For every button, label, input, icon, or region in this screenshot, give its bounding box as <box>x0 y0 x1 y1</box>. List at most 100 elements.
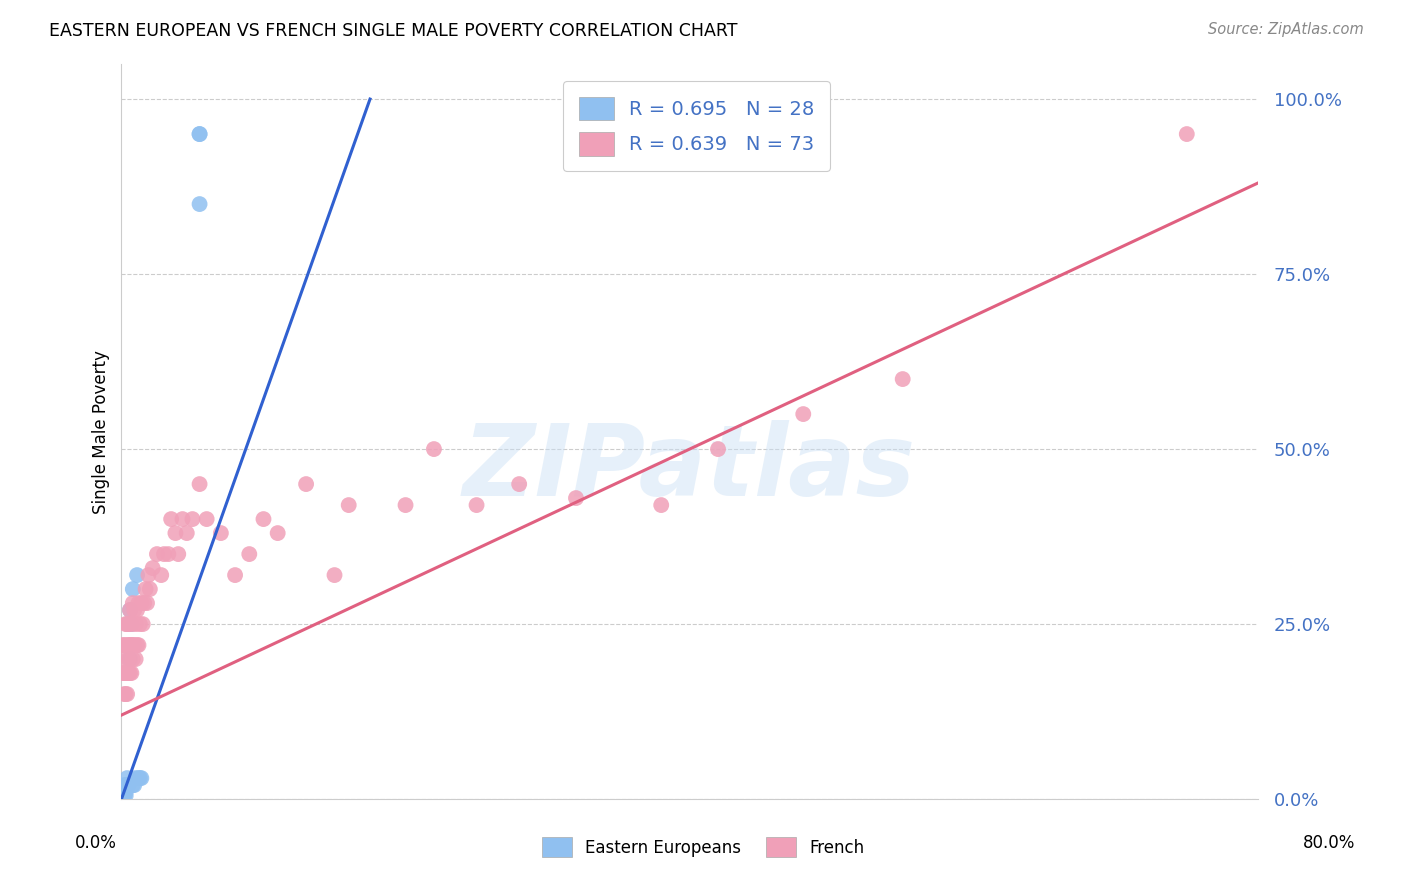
Point <box>111 638 134 652</box>
Point <box>115 617 138 632</box>
Point <box>157 547 180 561</box>
Point <box>565 491 588 505</box>
Point <box>115 638 138 652</box>
Point <box>121 638 143 652</box>
Point <box>115 771 138 785</box>
Point <box>188 127 211 141</box>
Point <box>131 771 153 785</box>
Point <box>707 442 730 456</box>
Point <box>111 666 134 681</box>
Point <box>121 778 143 792</box>
Point <box>181 512 204 526</box>
Point <box>122 638 145 652</box>
Point <box>114 666 136 681</box>
Point <box>122 778 145 792</box>
Point <box>134 596 156 610</box>
Point <box>150 568 173 582</box>
Point <box>120 617 142 632</box>
Point <box>112 781 135 796</box>
Point <box>132 617 155 632</box>
Point <box>111 781 134 796</box>
Point <box>153 547 176 561</box>
Text: 80.0%: 80.0% <box>1302 834 1355 852</box>
Point <box>114 789 136 803</box>
Point <box>465 498 488 512</box>
Point <box>118 638 141 652</box>
Point <box>112 778 135 792</box>
Point <box>295 477 318 491</box>
Point <box>117 652 139 666</box>
Point <box>124 617 146 632</box>
Point <box>323 568 346 582</box>
Point <box>124 771 146 785</box>
Point <box>125 603 148 617</box>
Point <box>114 778 136 792</box>
Point <box>127 638 149 652</box>
Point <box>224 568 246 582</box>
Point <box>127 596 149 610</box>
Point <box>394 498 416 512</box>
Point <box>111 789 134 803</box>
Text: Source: ZipAtlas.com: Source: ZipAtlas.com <box>1208 22 1364 37</box>
Point <box>112 638 135 652</box>
Point <box>165 526 187 541</box>
Legend: Eastern Europeans, French: Eastern Europeans, French <box>533 829 873 866</box>
Point <box>122 603 145 617</box>
Point <box>792 407 814 421</box>
Point <box>114 617 136 632</box>
Point <box>142 561 165 575</box>
Point <box>188 127 211 141</box>
Point <box>124 652 146 666</box>
Point <box>423 442 446 456</box>
Point <box>115 687 138 701</box>
Point <box>127 771 149 785</box>
Point <box>115 778 138 792</box>
Text: EASTERN EUROPEAN VS FRENCH SINGLE MALE POVERTY CORRELATION CHART: EASTERN EUROPEAN VS FRENCH SINGLE MALE P… <box>49 22 738 40</box>
Point <box>111 785 134 799</box>
Point <box>160 512 183 526</box>
Point <box>120 617 142 632</box>
Point <box>114 785 136 799</box>
Point <box>117 778 139 792</box>
Point <box>129 771 152 785</box>
Point <box>195 512 218 526</box>
Text: 0.0%: 0.0% <box>75 834 117 852</box>
Point <box>267 526 290 541</box>
Point <box>118 652 141 666</box>
Point <box>118 666 141 681</box>
Point <box>120 666 142 681</box>
Point <box>112 687 135 701</box>
Point <box>146 547 169 561</box>
Point <box>117 617 139 632</box>
Point <box>238 547 260 561</box>
Point <box>117 638 139 652</box>
Point <box>118 603 141 617</box>
Point <box>125 638 148 652</box>
Point <box>129 617 152 632</box>
Point <box>120 638 142 652</box>
Point <box>135 582 157 596</box>
Point <box>118 603 141 617</box>
Point <box>138 568 160 582</box>
Point <box>650 498 672 512</box>
Legend: R = 0.695   N = 28, R = 0.639   N = 73: R = 0.695 N = 28, R = 0.639 N = 73 <box>562 81 830 171</box>
Point <box>167 547 190 561</box>
Point <box>112 789 135 803</box>
Point <box>139 582 162 596</box>
Point <box>114 652 136 666</box>
Point <box>209 526 232 541</box>
Point <box>891 372 914 386</box>
Point <box>252 512 274 526</box>
Point <box>125 568 148 582</box>
Point <box>508 477 530 491</box>
Point <box>117 617 139 632</box>
Point <box>121 596 143 610</box>
Text: ZIPatlas: ZIPatlas <box>463 420 917 516</box>
Point <box>114 687 136 701</box>
Point <box>1175 127 1198 141</box>
Point <box>131 596 153 610</box>
Point <box>176 526 198 541</box>
Point <box>172 512 194 526</box>
Point <box>117 666 139 681</box>
Point <box>112 785 135 799</box>
